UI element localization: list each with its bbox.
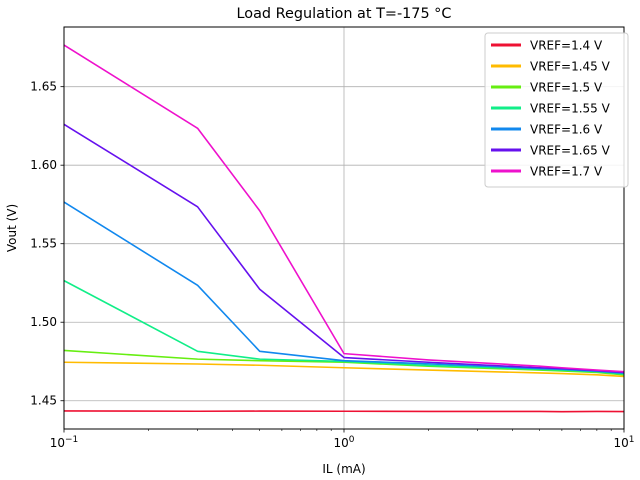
y-axis-title: Vout (V) [5, 204, 19, 252]
x-axis: 10−1 100 101 [50, 429, 635, 450]
x-tick-label: 10−1 [50, 435, 79, 450]
y-tick-label: 1.60 [30, 158, 57, 172]
legend-label: VREF=1.65 V [530, 144, 611, 158]
chart-title: Load Regulation at T=-175 °C [237, 6, 452, 22]
legend-label: VREF=1.45 V [530, 60, 611, 74]
y-tick-label: 1.65 [30, 80, 57, 94]
x-tick-label: 100 [333, 435, 354, 450]
y-tick-label: 1.50 [30, 315, 57, 329]
legend-label: VREF=1.4 V [530, 39, 603, 53]
legend: VREF=1.4 V VREF=1.45 V VREF=1.5 V VREF=1.55… [484, 32, 629, 188]
y-tick-label: 1.55 [30, 237, 57, 251]
series-line [63, 361, 625, 378]
x-axis-title: IL (mA) [322, 462, 365, 476]
legend-label: VREF=1.5 V [530, 81, 603, 95]
legend-label: VREF=1.55 V [530, 102, 611, 116]
series-line [63, 410, 625, 413]
y-axis: 1.45 1.50 1.55 1.60 1.65 [30, 80, 64, 408]
y-tick-label: 1.45 [30, 394, 57, 408]
legend-label: VREF=1.6 V [530, 123, 603, 137]
x-tick-label: 101 [613, 435, 634, 450]
series-layer [63, 44, 625, 413]
legend-label: VREF=1.7 V [530, 165, 603, 179]
series-line [63, 44, 625, 373]
